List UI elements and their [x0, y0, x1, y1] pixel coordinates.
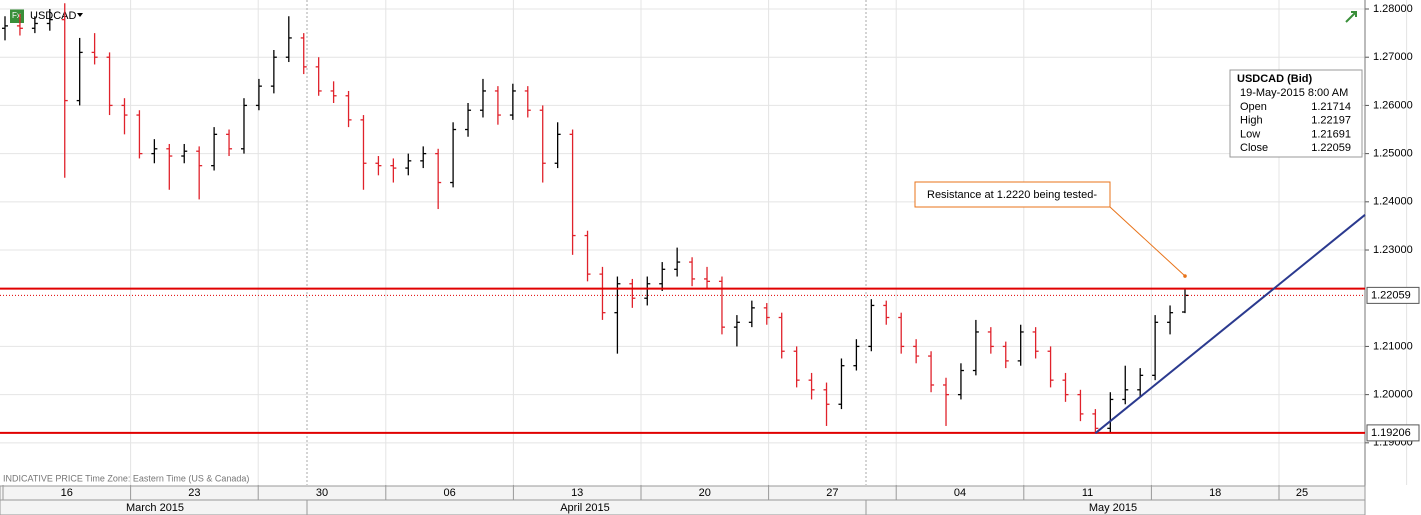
info-box: [1229, 69, 1363, 158]
last-price-box: [1366, 286, 1420, 304]
month-label: March 2015: [126, 502, 184, 514]
x-tick-label: 23: [188, 487, 200, 499]
y-tick-label: 1.23000: [1373, 244, 1413, 256]
y-tick-label: 1.20000: [1373, 389, 1413, 401]
trendline: [1094, 214, 1366, 434]
x-tick-label: 04: [954, 487, 966, 499]
dropdown-arrow[interactable]: [77, 13, 83, 17]
chart-title[interactable]: USDCAD: [30, 10, 77, 22]
footer-note: INDICATIVE PRICE Time Zone: Eastern Time…: [3, 473, 249, 483]
fx-icon-text: Fx: [12, 11, 21, 20]
annotation-text: Resistance at 1.2220 being tested-: [927, 189, 1097, 201]
x-tick-label: 18: [1209, 487, 1221, 499]
price-marker-box: [1366, 424, 1420, 442]
y-tick-label: 1.27000: [1373, 51, 1413, 63]
month-label: April 2015: [560, 502, 610, 514]
info-time: 19-May-2015 8:00 AM: [1240, 87, 1348, 99]
price-marker-label: 1.19206: [1371, 427, 1411, 439]
y-tick-label: 1.26000: [1373, 99, 1413, 111]
x-tick-label: 06: [443, 487, 455, 499]
x-tick-label: 25: [1296, 487, 1308, 499]
x-tick-label: 27: [826, 487, 838, 499]
info-label: Close: [1240, 142, 1268, 154]
info-label: Low: [1240, 128, 1260, 140]
info-value: 1.22197: [1311, 115, 1351, 127]
trend-icon[interactable]: [1345, 11, 1357, 23]
y-tick-label: 1.25000: [1373, 148, 1413, 160]
annotation-box: [914, 181, 1111, 208]
info-label: Open: [1240, 101, 1267, 113]
month-label: May 2015: [1089, 502, 1137, 514]
annotation-arrow: [1109, 206, 1186, 277]
info-value: 1.21691: [1311, 128, 1351, 140]
info-value: 1.22059: [1311, 142, 1351, 154]
y-tick-label: 1.21000: [1373, 340, 1413, 352]
info-label: High: [1240, 115, 1263, 127]
y-tick-label: 1.24000: [1373, 196, 1413, 208]
y-tick-label: 1.28000: [1373, 3, 1413, 15]
x-tick-label: 13: [571, 487, 583, 499]
info-value: 1.21714: [1311, 101, 1351, 113]
x-tick-label: 20: [699, 487, 711, 499]
info-title: USDCAD (Bid): [1237, 73, 1312, 85]
last-price-label: 1.22059: [1371, 289, 1411, 301]
x-tick-label: 30: [316, 487, 328, 499]
x-tick-label: 16: [61, 487, 73, 499]
annotation-point: [1183, 274, 1187, 278]
x-tick-label: 11: [1082, 487, 1093, 499]
